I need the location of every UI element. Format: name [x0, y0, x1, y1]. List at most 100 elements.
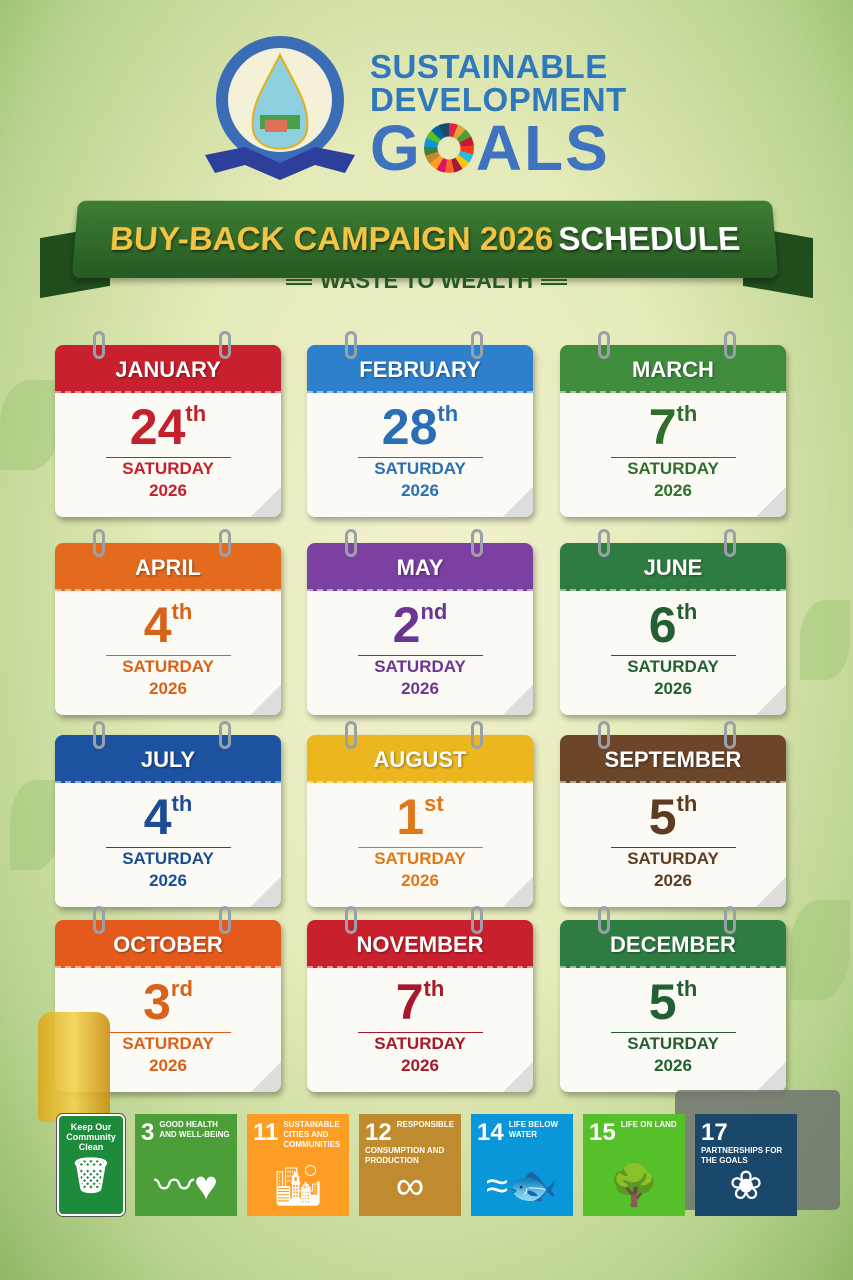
page-curl — [251, 685, 281, 715]
year: 2026 — [654, 1056, 692, 1075]
calendar-card-july: JULY 4th SATURDAY 2026 — [55, 721, 281, 907]
keep-clean-text: Keep Our Community Clean — [66, 1122, 116, 1152]
sdg-tile-17: 17 PARTNERSHIPS FOR THE GOALS ❀ — [695, 1114, 797, 1216]
binder-ring-icon — [471, 331, 483, 359]
page-curl — [251, 1062, 281, 1092]
goal-number: 11 — [253, 1119, 279, 1146]
page-curl — [503, 685, 533, 715]
month-header: MAY — [307, 543, 533, 591]
calendar-card-august: AUGUST 1st SATURDAY 2026 — [307, 721, 533, 907]
month-header: FEBRUARY — [307, 345, 533, 393]
divider — [610, 457, 736, 458]
heartbeat-icon: 〰♥ — [154, 1164, 218, 1208]
sdg-tiles: Keep Our Community Clean 🗑 3 GOOD HEALTH … — [57, 1114, 797, 1216]
goal-number: 17 — [701, 1119, 728, 1146]
calendar-card-december: DECEMBER 5th SATURDAY 2026 — [560, 906, 786, 1092]
weekday: SATURDAY — [122, 657, 214, 676]
sdg-tile-12: 12 RESPONSIBLE CONSUMPTION AND PRODUCTIO… — [359, 1114, 461, 1216]
day-number: 5th — [560, 787, 786, 847]
day-suffix: th — [171, 791, 193, 816]
subtitle: WASTE TO WEALTH — [0, 268, 853, 294]
day-value: 24 — [129, 399, 186, 455]
rings-icon: ❀ — [729, 1164, 763, 1208]
sdg-line-2: DEVELOPMENT — [370, 81, 627, 118]
sdg-tile-3: 3 GOOD HEALTH AND WELL-BEING 〰♥ — [135, 1114, 237, 1216]
goal-label: RESPONSIBLE CONSUMPTION AND PRODUCTION — [365, 1120, 455, 1165]
goal-label: GOOD HEALTH AND WELL-BEING — [159, 1120, 230, 1139]
goal-number: 3 — [141, 1119, 155, 1146]
day-suffix: th — [676, 791, 698, 816]
year: 2026 — [149, 679, 187, 698]
day-suffix: th — [676, 599, 698, 624]
divider — [357, 655, 483, 656]
page-curl — [503, 487, 533, 517]
month-header: OCTOBER — [55, 920, 281, 968]
weekday: SATURDAY — [122, 459, 214, 478]
day-number: 28th — [307, 397, 533, 457]
page-curl — [251, 487, 281, 517]
calendar-card-may: MAY 2nd SATURDAY 2026 — [307, 529, 533, 715]
day-value: 28 — [381, 399, 438, 455]
tree-icon: 🌳 — [609, 1164, 659, 1208]
binder-ring-icon — [724, 906, 736, 934]
binder-ring-icon — [724, 331, 736, 359]
banner-title: BUY-BACK CAMPAIGN 2026 — [108, 220, 554, 257]
fish-icon: ≈🐟 — [486, 1164, 558, 1208]
year: 2026 — [401, 481, 439, 500]
year: 2026 — [149, 871, 187, 890]
calendar-card-january: JANUARY 24th SATURDAY 2026 — [55, 331, 281, 517]
day-value: 5 — [648, 789, 677, 845]
leaf-decoration — [10, 780, 60, 870]
month-header: SEPTEMBER — [560, 735, 786, 783]
calendar-card-june: JUNE 6th SATURDAY 2026 — [560, 529, 786, 715]
infinity-icon: ∞ — [395, 1164, 425, 1208]
binder-ring-icon — [345, 906, 357, 934]
city-council-logo — [205, 36, 355, 180]
goal-number: 15 — [589, 1119, 616, 1146]
month-header: MARCH — [560, 345, 786, 393]
leaf-decoration — [790, 900, 850, 1000]
leaf-decoration — [800, 600, 850, 680]
day-number: 24th — [55, 397, 281, 457]
sdg-wheel-icon — [423, 123, 474, 173]
binder-ring-icon — [219, 721, 231, 749]
day-value: 7 — [648, 399, 677, 455]
divider — [357, 457, 483, 458]
year: 2026 — [654, 481, 692, 500]
calendar-card-november: NOVEMBER 7th SATURDAY 2026 — [307, 906, 533, 1092]
goal-label: SUSTAINABLE CITIES AND COMMUNITIES — [283, 1120, 341, 1149]
binder-ring-icon — [724, 529, 736, 557]
day-number: 3rd — [55, 972, 281, 1032]
calendar-card-april: APRIL 4th SATURDAY 2026 — [55, 529, 281, 715]
divider — [610, 1032, 736, 1033]
day-number: 4th — [55, 787, 281, 847]
sdg-line-1: SUSTAINABLE — [370, 48, 608, 85]
year: 2026 — [401, 871, 439, 890]
day-number: 5th — [560, 972, 786, 1032]
day-value: 6 — [648, 597, 677, 653]
binder-ring-icon — [598, 721, 610, 749]
binder-ring-icon — [471, 529, 483, 557]
month-header: NOVEMBER — [307, 920, 533, 968]
year: 2026 — [149, 1056, 187, 1075]
month-header: APRIL — [55, 543, 281, 591]
binder-ring-icon — [724, 721, 736, 749]
binder-ring-icon — [93, 721, 105, 749]
page-curl — [251, 877, 281, 907]
binder-ring-icon — [93, 906, 105, 934]
day-suffix: th — [171, 599, 193, 624]
day-suffix: th — [423, 976, 445, 1001]
divider — [610, 847, 736, 848]
day-suffix: rd — [170, 976, 193, 1001]
subtitle-text: WASTE TO WEALTH — [319, 268, 534, 293]
binder-ring-icon — [345, 529, 357, 557]
day-value: 1 — [396, 789, 425, 845]
day-suffix: th — [437, 401, 459, 426]
goal-label: LIFE BELOW WATER — [508, 1120, 559, 1139]
binder-ring-icon — [345, 331, 357, 359]
day-value: 7 — [395, 974, 424, 1030]
calendar-card-september: SEPTEMBER 5th SATURDAY 2026 — [560, 721, 786, 907]
weekday: SATURDAY — [627, 459, 719, 478]
day-value: 5 — [648, 974, 677, 1030]
year: 2026 — [654, 871, 692, 890]
